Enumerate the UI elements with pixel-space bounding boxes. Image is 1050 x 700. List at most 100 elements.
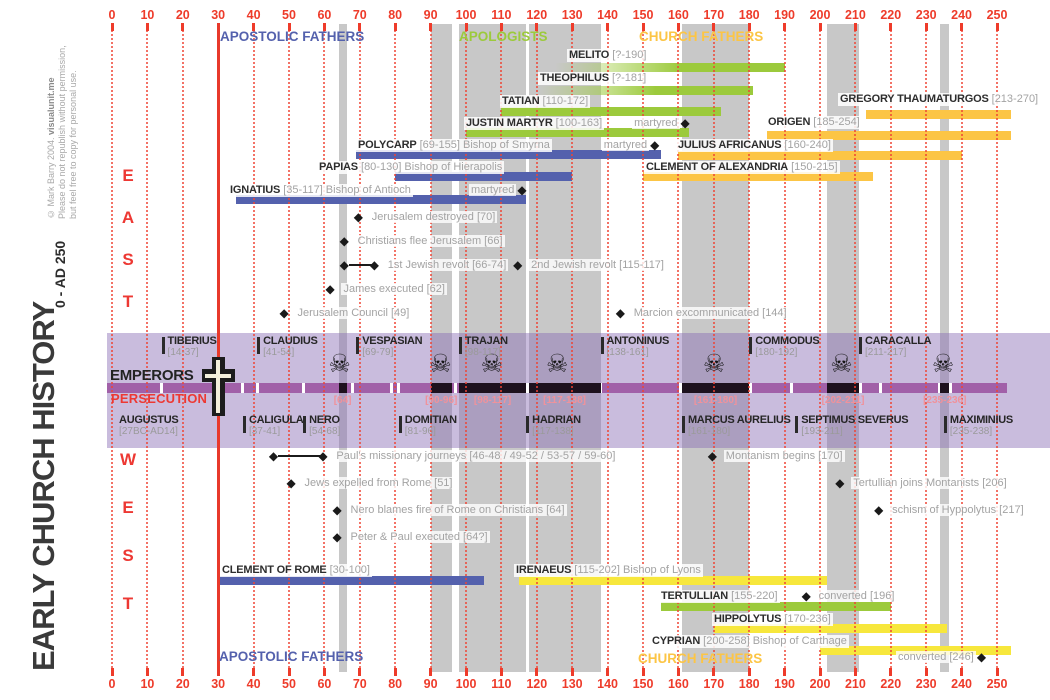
person-dates: [185-254] (810, 116, 860, 128)
person-label: THEOPHILUS [?-181] (538, 72, 649, 85)
event-diamond-icon: ◆ (286, 476, 296, 490)
person-bar (643, 172, 874, 181)
axis-label-bottom: 240 (951, 677, 973, 691)
axis-label-bottom: 250 (986, 677, 1008, 691)
emperor-name: AUGUSTUS (119, 414, 179, 426)
emperor-dates: [98-117] (464, 347, 501, 358)
event-label: James executed [62] (341, 283, 447, 295)
person-name: PAPIAS (319, 161, 358, 173)
persecution-period-band (338, 24, 347, 672)
axis-label-bottom: 150 (632, 677, 654, 691)
decade-gridline (854, 23, 857, 668)
emperor-dates: [180-192] (755, 347, 798, 358)
axis-tick-bottom (393, 668, 397, 676)
emperor-transition-gap (255, 383, 259, 393)
axis-label-top: 10 (140, 8, 155, 22)
axis-tick-top (393, 23, 397, 31)
person-label: CLEMENT OF ROME [30-100] (220, 564, 372, 577)
person-note-label: martyred (468, 184, 517, 196)
axis-label-bottom: 120 (526, 677, 548, 691)
credit-line-3: but feel free to copy for personal use. (68, 70, 78, 219)
skull-crossbones-icon: ☠ (830, 350, 853, 378)
persecution-row-label: PERSECUTION (111, 391, 208, 406)
credit-site: visualunit.me (46, 77, 56, 135)
person-name: TATIAN (502, 95, 540, 107)
person-role: Bishop of Smyrna (459, 139, 550, 151)
axis-tick-top (287, 23, 291, 31)
axis-tick-bottom (818, 668, 822, 676)
person-label: TERTULLIAN [155-220] (659, 590, 780, 603)
skull-crossbones-icon: ☠ (429, 350, 452, 378)
axis-label-bottom: 0 (108, 677, 116, 691)
emperor-reign-tick (161, 337, 165, 354)
axis-label-bottom: 60 (317, 677, 332, 691)
header-church-fathers-top: CHURCH FATHERS (639, 29, 764, 44)
emperor-transition-gap (790, 383, 794, 393)
person-label: TATIAN [110-172] (500, 95, 591, 108)
decade-gridline (323, 23, 326, 668)
persecution-bar-segment (681, 383, 750, 393)
person-note-label: converted [246] (896, 651, 976, 663)
axis-tick-bottom (535, 668, 539, 676)
axis-tick-top (358, 23, 362, 31)
header-apostolic-fathers-top: APOSTOLIC FATHERS (220, 29, 365, 44)
axis-tick-top (252, 23, 256, 31)
axis-label-bottom: 160 (667, 677, 689, 691)
emperor-transition-gap (160, 383, 164, 393)
axis-tick-top (818, 23, 822, 31)
person-name: THEOPHILUS (540, 72, 609, 84)
axis-tick-top (924, 23, 928, 31)
axis-tick-bottom (181, 668, 185, 676)
persecution-years-label: [98-117] (473, 395, 512, 406)
axis-tick-top (747, 23, 751, 31)
event-range-line (277, 454, 322, 457)
axis-label-top: 120 (526, 8, 548, 22)
person-dates: [80-130] (357, 161, 402, 173)
credit-line-2: Please do not republish without permissi… (57, 45, 67, 219)
persecution-bar-segment (940, 383, 950, 393)
axis-label-top: 130 (561, 8, 583, 22)
skull-crossbones-icon: ☠ (931, 350, 955, 378)
event-label: Tertullian joins Montanists [206] (851, 477, 1009, 489)
decade-gridline (535, 23, 538, 668)
crucifixion-cross-icon (216, 360, 221, 413)
decade-gridline (889, 23, 892, 668)
emperor-reign-tick (858, 337, 862, 354)
east-section-letter: S (122, 250, 134, 269)
decade-gridline (606, 23, 609, 668)
axis-tick-top (641, 23, 645, 31)
east-section-letter: E (122, 166, 134, 185)
event-label: Christians flee Jerusalem [66] (355, 235, 505, 247)
emperor-name: CLAUDIUS (263, 335, 318, 347)
skull-crossbones-icon: ☠ (702, 350, 726, 378)
note-diamond-icon: ◆ (801, 589, 811, 603)
persecution-years-label: [202-211] (821, 395, 865, 406)
west-section-letter: E (122, 498, 134, 517)
person-label: PAPIAS [80-130] Bishop of Hierapolis (317, 161, 505, 174)
person-label: CLEMENT OF ALEXANDRIA [150-215] (644, 161, 840, 174)
axis-label-top: 160 (667, 8, 689, 22)
axis-tick-bottom (570, 668, 574, 676)
axis-label-top: 60 (317, 8, 332, 22)
decade-gridline (465, 23, 467, 668)
emperor-reign-tick (303, 416, 307, 433)
axis-label-top: 170 (703, 8, 725, 22)
axis-label-top: 50 (282, 8, 296, 22)
axis-tick-top (429, 23, 433, 31)
emperor-dates: [14-37] (167, 347, 199, 358)
person-name: IRENAEUS (516, 564, 572, 576)
person-role: Bishop of Lyons (619, 564, 701, 576)
emperor-name: DOMITIAN (404, 414, 457, 426)
person-label: CYPRIAN [200-258] Bishop of Carthage (650, 635, 849, 648)
axis-tick-top (889, 23, 893, 31)
emperor-dates: [69-79] (362, 347, 394, 358)
person-name: JUSTIN MARTYR (466, 117, 553, 129)
decade-gridline (429, 23, 432, 668)
crucifixion-cross-icon (205, 373, 232, 378)
emperor-dates: [211-217] (864, 347, 907, 358)
emperor-reign-tick (458, 337, 462, 354)
person-bar (536, 86, 753, 95)
persecution-years-label: [235-236] (923, 395, 967, 406)
credit-copyright: © Mark Barry 2004. (46, 137, 56, 219)
